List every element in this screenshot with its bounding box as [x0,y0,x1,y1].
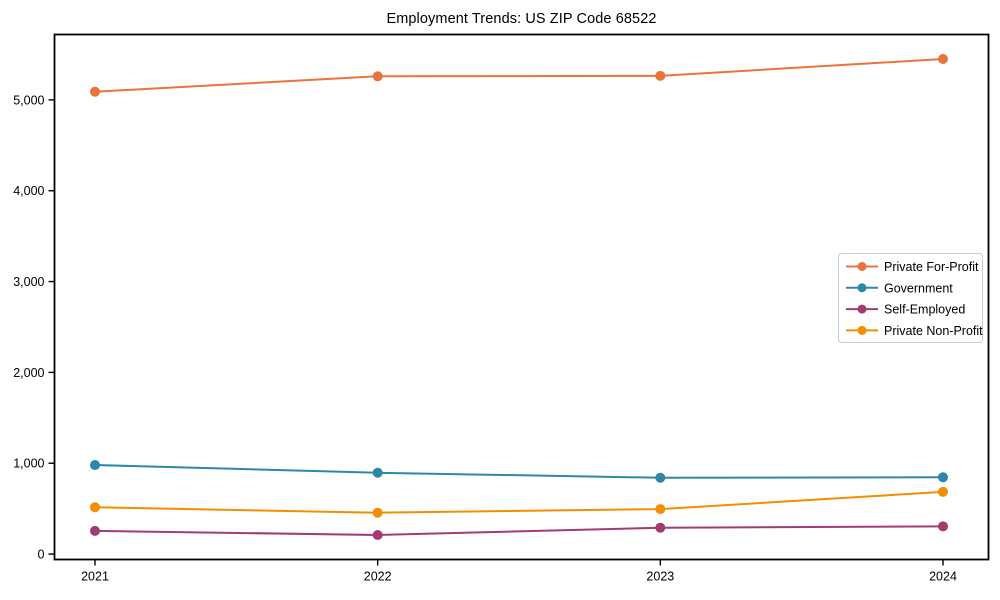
legend-swatch-marker-icon [857,304,867,314]
y-tick-label: 1,000 [13,457,44,471]
y-tick-label: 5,000 [13,93,44,107]
data-point-private-for-profit [372,71,383,82]
legend-item-private-non-profit: Private Non-Profit [846,324,983,338]
legend-swatch-marker-icon [857,262,867,271]
series-line-government [94,464,944,479]
x-tick-label: 2021 [81,570,109,584]
series-line-private-for-profit [94,58,944,93]
data-point-government [372,467,383,478]
data-point-self-employed [372,529,383,540]
legend-box [838,253,983,343]
data-point-private-for-profit [90,86,100,97]
y-tick-label: 4,000 [13,184,44,198]
y-tick-label: 3,000 [13,275,44,289]
x-tick-label: 2022 [364,570,392,584]
y-tick-label: 2,000 [13,366,44,380]
legend-swatch-marker-icon [857,283,867,293]
legend-swatch-marker-icon [857,325,867,335]
legend: Private For-Profit Government Self-Employe… [838,253,983,343]
data-point-private-non-profit [938,486,948,497]
data-point-private-for-profit [655,70,666,81]
series-line-self-employed [94,525,944,536]
data-point-government [90,460,100,471]
legend-label: Private Non-Profit [884,324,983,338]
legend-item-government: Government [846,281,953,295]
data-point-government [938,472,948,483]
data-point-private-non-profit [90,502,100,513]
series-line-private-non-profit [94,490,944,514]
data-point-government [655,472,666,483]
data-point-private-non-profit [655,504,666,515]
chart-title: Employment Trends: US ZIP Code 68522 [386,11,657,27]
data-point-private-non-profit [372,507,383,518]
data-point-private-for-profit [938,54,948,65]
legend-label: Private For-Profit [884,260,979,274]
x-tick-label: 2023 [646,570,674,584]
data-point-self-employed [938,521,948,532]
plot-frame [53,33,990,561]
legend-label: Self-Employed [884,303,965,317]
legend-item-self-employed: Self-Employed [846,303,965,317]
legend-label: Government [884,281,953,295]
x-tick-label: 2024 [929,570,957,584]
y-tick-label: 0 [38,548,45,562]
data-point-self-employed [655,522,666,533]
legend-item-private-for-profit: Private For-Profit [846,260,979,274]
data-point-self-employed [90,525,100,536]
